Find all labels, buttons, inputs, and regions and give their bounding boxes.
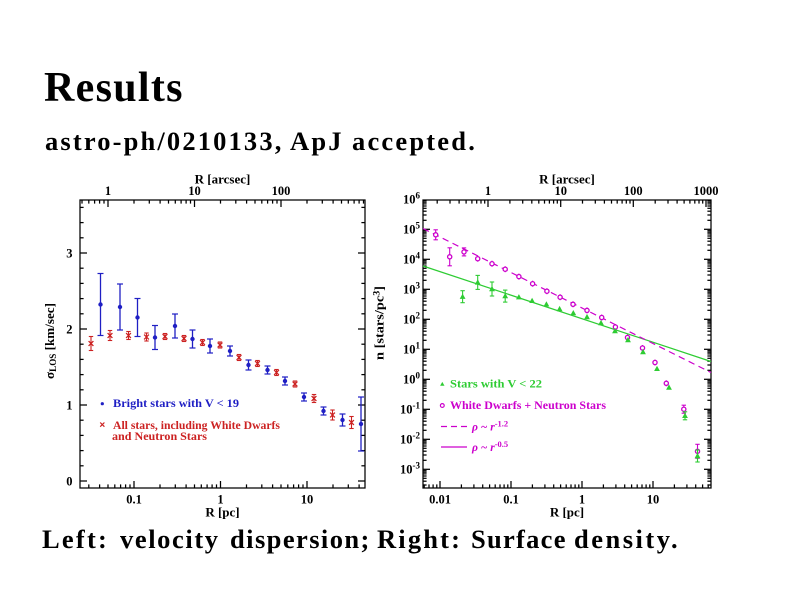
- svg-text:n [stars/pc3]: n [stars/pc3]: [372, 286, 387, 360]
- svg-text:1: 1: [485, 184, 491, 198]
- svg-text:1: 1: [66, 398, 72, 412]
- svg-text:R [pc]: R [pc]: [205, 505, 239, 520]
- svg-text:100: 100: [272, 184, 291, 198]
- svg-text:All stars, including White Dwa: All stars, including White Dwarfs: [113, 420, 281, 432]
- svg-text:10-2: 10-2: [400, 430, 420, 446]
- svg-text:10-1: 10-1: [400, 400, 420, 416]
- svg-text:ρ ~ r-0.5: ρ ~ r-0.5: [471, 439, 508, 454]
- svg-text:1: 1: [217, 493, 223, 507]
- svg-text:Bright stars with V < 19: Bright stars with V < 19: [113, 398, 239, 410]
- svg-text:102: 102: [403, 310, 421, 326]
- svg-text:ρ ~ r-1.2: ρ ~ r-1.2: [471, 419, 508, 434]
- svg-text:2: 2: [66, 322, 72, 336]
- svg-text:White Dwarfs + Neutron Stars: White Dwarfs + Neutron Stars: [450, 400, 607, 412]
- svg-text:0: 0: [66, 474, 72, 488]
- svg-text:10: 10: [188, 184, 201, 198]
- svg-text:0.1: 0.1: [503, 493, 519, 507]
- svg-text:Stars with V < 22: Stars with V < 22: [450, 379, 542, 391]
- svg-text:R [arcsec]: R [arcsec]: [539, 172, 595, 187]
- svg-text:105: 105: [403, 220, 421, 236]
- svg-text:10-3: 10-3: [400, 460, 420, 476]
- svg-text:10: 10: [301, 493, 314, 507]
- svg-text:R [pc]: R [pc]: [550, 505, 584, 520]
- svg-text:101: 101: [403, 340, 421, 356]
- svg-text:σLOS [km/sec]: σLOS [km/sec]: [42, 303, 58, 379]
- svg-text:106: 106: [403, 190, 421, 206]
- svg-text:0.1: 0.1: [126, 493, 142, 507]
- svg-text:104: 104: [403, 250, 421, 266]
- svg-text:and Neutron Stars: and Neutron Stars: [112, 431, 208, 443]
- svg-text:0.01: 0.01: [429, 493, 451, 507]
- svg-text:1: 1: [579, 493, 585, 507]
- svg-text:100: 100: [624, 184, 643, 198]
- svg-text:103: 103: [403, 280, 421, 296]
- svg-text:10: 10: [554, 184, 567, 198]
- svg-text:1000: 1000: [694, 184, 719, 198]
- svg-text:100: 100: [403, 370, 421, 386]
- svg-text:R [arcsec]: R [arcsec]: [195, 172, 251, 187]
- svg-text:3: 3: [66, 246, 72, 260]
- svg-text:1: 1: [105, 184, 111, 198]
- svg-text:10: 10: [647, 493, 660, 507]
